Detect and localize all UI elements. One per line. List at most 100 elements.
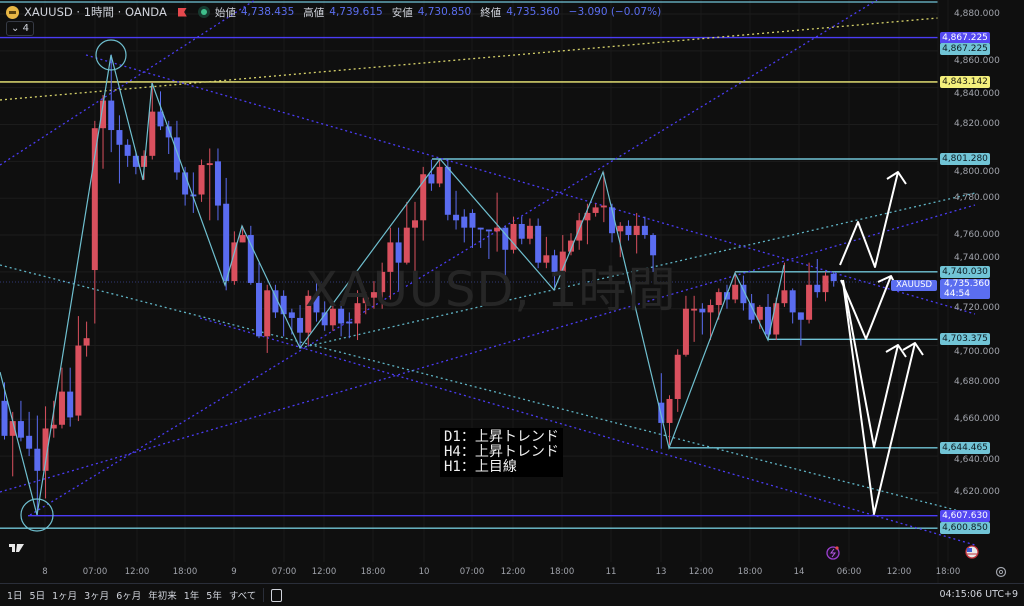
candle[interactable] [576,212,583,250]
candle[interactable] [600,172,607,223]
candle[interactable] [518,216,525,245]
candle[interactable] [17,400,24,442]
candle[interactable] [461,209,468,243]
candle[interactable] [395,227,402,291]
candle[interactable] [67,367,74,427]
candle[interactable] [748,293,755,324]
candle[interactable] [658,373,665,449]
candle[interactable] [428,159,435,191]
candle[interactable] [75,316,82,422]
candle[interactable] [469,209,476,248]
lightning-event-icon[interactable] [826,546,840,560]
candle[interactable] [494,192,501,252]
range-button[interactable]: 1日 [7,591,23,602]
candle[interactable] [346,312,353,339]
trendline-blue-ascending-b[interactable] [0,204,976,493]
us-flag-event-icon[interactable] [965,545,979,559]
candle[interactable] [535,218,542,269]
candle[interactable] [477,227,484,248]
candle[interactable] [674,349,681,412]
range-button[interactable]: 1ヶ月 [52,591,78,602]
range-button[interactable]: 1年 [183,591,200,602]
candle[interactable] [682,295,689,357]
candle[interactable] [321,301,328,331]
candle[interactable] [740,275,747,311]
candle[interactable] [83,321,90,357]
candle[interactable] [362,292,369,315]
candle[interactable] [223,177,230,291]
candle[interactable] [797,312,804,346]
candle[interactable] [313,282,320,322]
candle[interactable] [214,148,221,221]
candle[interactable] [91,120,98,324]
candle[interactable] [633,212,640,254]
goto-date-calendar-icon[interactable] [271,588,283,602]
pivot-low-circle[interactable] [20,498,54,532]
trendline-cyan-ascending[interactable] [299,192,976,349]
candle[interactable] [58,367,65,429]
candle[interactable] [436,159,443,188]
candle[interactable] [297,305,304,348]
trendline-yellow-dotted[interactable] [0,17,939,101]
candle[interactable] [124,139,131,167]
candle[interactable] [116,115,123,184]
candle[interactable] [272,284,279,318]
candle[interactable] [264,284,271,353]
candle[interactable] [814,258,821,298]
candle[interactable] [551,249,558,291]
candle[interactable] [444,159,451,221]
candle[interactable] [108,54,115,153]
indicators-toggle[interactable]: ⌄ 4 [6,21,34,36]
candle[interactable] [132,152,139,175]
candle[interactable] [773,297,780,341]
range-button[interactable]: 5年 [206,591,222,602]
range-button[interactable]: 6ヶ月 [116,591,142,602]
candle[interactable] [543,236,550,269]
candle[interactable] [699,303,706,335]
candle[interactable] [526,218,533,245]
candle[interactable] [149,82,156,160]
pivot-high-circle[interactable] [95,39,127,71]
candle[interactable] [641,216,648,239]
candle[interactable] [756,305,763,329]
candle[interactable] [354,290,361,341]
scenario-arrows[interactable] [839,171,924,515]
candle[interactable] [420,166,427,241]
flag-icon[interactable] [177,7,187,17]
range-button[interactable]: 5日 [29,591,46,602]
candle[interactable] [387,227,394,300]
candle[interactable] [157,91,164,131]
candle[interactable] [42,406,49,499]
tradingview-logo[interactable] [9,544,24,552]
candle[interactable] [247,225,254,285]
candle[interactable] [403,201,410,265]
candle[interactable] [329,305,336,331]
candle[interactable] [182,166,189,206]
candle[interactable] [206,148,213,221]
candle[interactable] [592,203,599,217]
candle[interactable] [231,231,238,285]
candle[interactable] [502,225,509,283]
trendline-blue-descending-top[interactable] [85,54,976,315]
symbol-title[interactable]: XAUUSD · 1時間 · OANDA [24,5,167,19]
range-button[interactable]: 年初来 [148,591,177,602]
candle[interactable] [379,262,386,309]
candle[interactable] [370,281,377,309]
candle[interactable] [165,120,172,154]
candle[interactable] [617,222,624,258]
candle[interactable] [338,301,345,337]
candle[interactable] [1,382,8,440]
clock-timezone[interactable]: 04:15:06 UTC+9 [939,589,1018,600]
candle[interactable] [625,220,632,241]
candle[interactable] [822,271,829,302]
trend-note[interactable]: D1：上昇トレンド H4：上昇トレンド H1：上目線 [440,428,563,477]
candle[interactable] [453,190,460,230]
candle[interactable] [485,229,492,259]
candle[interactable] [732,271,739,304]
range-button[interactable]: すべて [228,591,257,602]
candle[interactable] [806,262,813,324]
candle[interactable] [510,216,517,254]
zigzag-line[interactable] [0,54,785,516]
trendline-blue-steep[interactable] [0,0,256,166]
candle[interactable] [789,288,796,324]
